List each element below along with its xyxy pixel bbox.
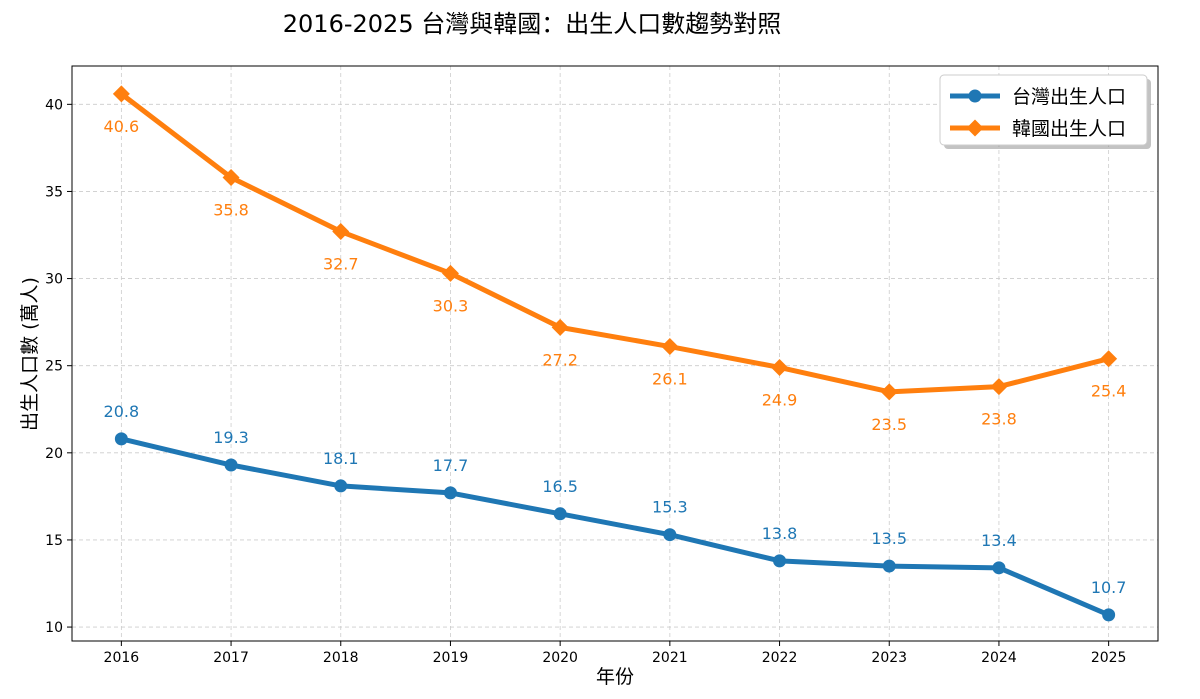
data-label: 23.5 [871,415,907,434]
plot-frame [71,65,1159,642]
data-point [1100,350,1118,368]
data-label: 35.8 [213,201,249,220]
series-layer: 20.8 19.3 18.1 17.7 16.5 15.3 13.8 13.5 13.4 10.7… [104,85,1127,622]
data-point [224,458,238,472]
series-line [120,436,1110,618]
data-point [992,561,1006,575]
data-point [773,554,787,568]
x-tick-label: 2017 [213,650,249,666]
x-axis-label: 年份 [596,666,634,688]
data-point [882,559,896,573]
legend-marker [966,119,984,137]
data-point [334,479,348,493]
x-tick-label: 2023 [871,650,907,666]
data-label: 17.7 [433,456,469,475]
y-tick-label: 15 [45,533,63,549]
chart-title: 2016-2025 台灣與韓國：出生人口數趨勢對照 [283,10,781,38]
data-point [332,223,350,241]
data-label: 15.3 [652,498,688,517]
data-point [771,358,789,376]
data-point [114,432,128,446]
data-label: 13.8 [762,524,798,543]
data-point [880,383,898,401]
data-label: 26.1 [652,370,688,389]
y-tick-label: 30 [45,272,63,288]
series-1: 40.6 35.8 32.7 30.3 27.2 26.1 24.9 23.5 23.8 25.4 [104,85,1127,434]
y-tick-label: 20 [45,446,63,462]
legend-marker [968,89,982,103]
y-tick-label: 25 [45,359,63,375]
x-tick-label: 2024 [981,650,1017,666]
data-label: 19.3 [213,428,249,447]
data-point [1102,608,1116,622]
data-point [222,169,240,187]
data-label: 24.9 [762,390,798,409]
data-label: 23.8 [981,410,1017,429]
data-label: 32.7 [323,255,359,274]
data-label: 27.2 [542,350,578,369]
axes: 2016 2017 2018 2019 2020 2021 2022 2023 2024 2025… [45,65,1159,666]
data-point [551,318,569,336]
x-tick-label: 2020 [542,650,578,666]
x-tick-label: 2021 [652,650,688,666]
data-point [553,507,567,521]
data-label: 30.3 [433,296,469,315]
data-label: 13.5 [871,529,907,548]
y-tick-label: 10 [45,620,63,636]
data-label: 18.1 [323,449,359,468]
y-tick-label: 40 [45,97,63,113]
y-tick-label: 35 [45,184,63,200]
data-label: 10.7 [1091,578,1127,597]
x-tick-label: 2025 [1091,650,1127,666]
data-label: 40.6 [104,117,140,136]
data-label: 20.8 [104,402,140,421]
data-point [443,486,457,500]
x-tick-label: 2019 [433,650,469,666]
data-label: 13.4 [981,531,1017,550]
y-axis-label: 出生人口數 (萬人) [19,277,41,431]
data-point [661,338,679,356]
grid [72,66,1158,641]
series-0: 20.8 19.3 18.1 17.7 16.5 15.3 13.8 13.5 13.4 10.7 [104,402,1127,622]
data-label: 25.4 [1091,382,1127,401]
data-point [990,378,1008,396]
data-label: 16.5 [542,477,578,496]
x-tick-label: 2022 [762,650,798,666]
x-tick-label: 2018 [323,650,359,666]
data-point [663,528,677,542]
data-point [441,264,459,282]
legend-label: 韓國出生人口 [1012,118,1126,140]
data-point [112,85,130,103]
legend-label: 台灣出生人口 [1012,86,1126,108]
x-tick-label: 2016 [104,650,140,666]
series-line [119,91,1110,395]
